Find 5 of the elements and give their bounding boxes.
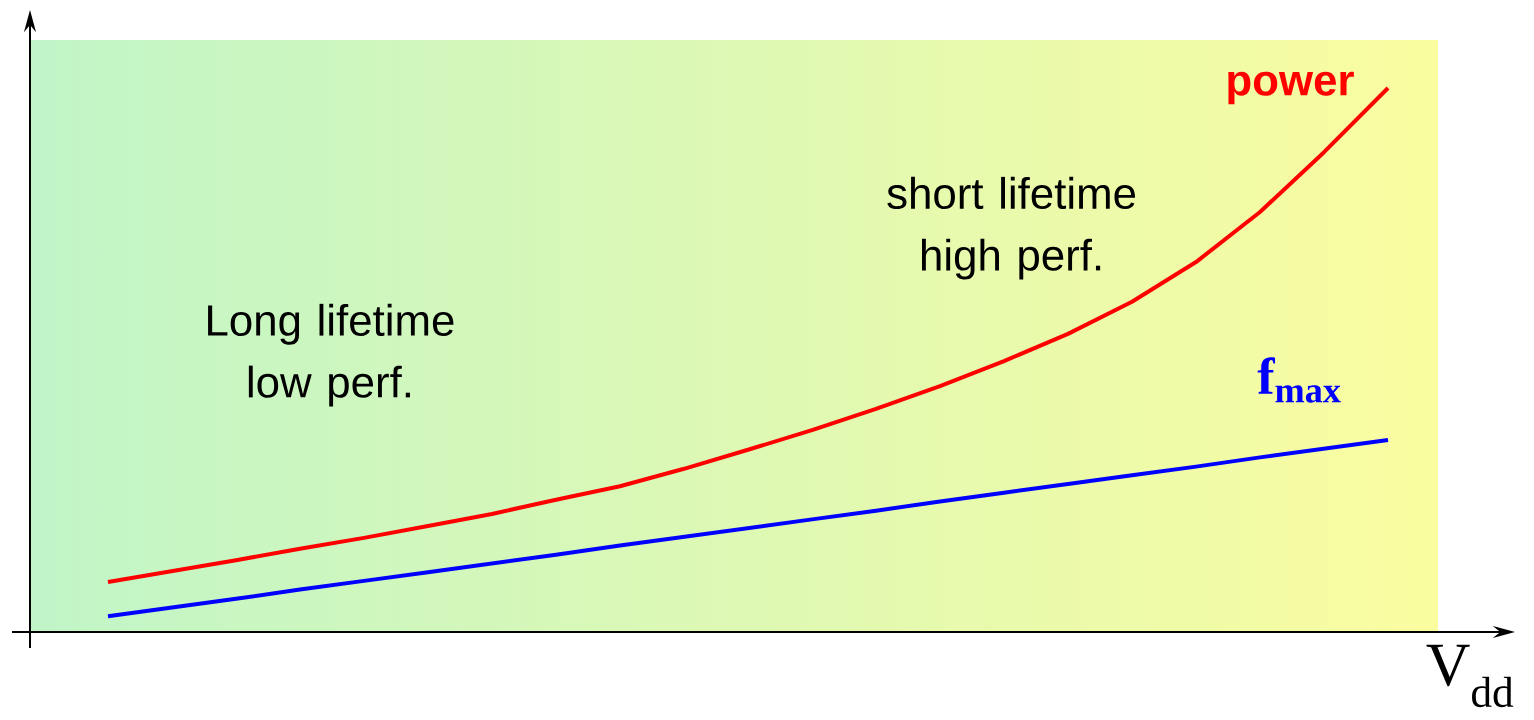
annotation: short lifetime high perf. [887, 176, 1136, 280]
x-axis-title: V$_{dd}$ [1426, 644, 1514, 708]
series-label: f$_{max}$ [1257, 357, 1341, 403]
series-label: power [1228, 71, 1354, 105]
annotation: Long lifetime low perf. [208, 303, 454, 407]
